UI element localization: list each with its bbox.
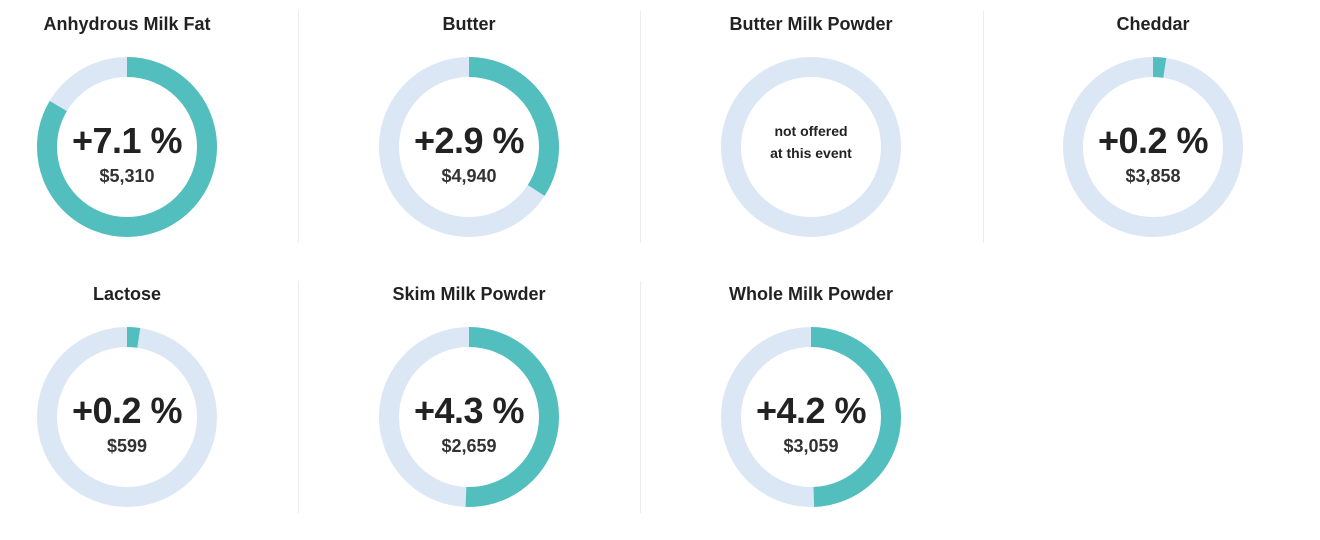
column-divider: [298, 281, 299, 513]
product-card: Cheddar +0.2 % $3,858: [982, 0, 1320, 270]
price-label: $4,940: [441, 166, 497, 186]
product-card: Skim Milk Powder +4.3 % $2,659: [298, 270, 640, 540]
product-title: Cheddar: [1116, 14, 1190, 34]
product-title: Whole Milk Powder: [728, 284, 893, 304]
price-label: $5,310: [99, 166, 155, 186]
product-card: Butter +2.9 % $4,940: [298, 0, 640, 270]
price-label: $599: [106, 436, 148, 456]
donut-value-arc: [379, 327, 559, 507]
donut-chart: [379, 327, 559, 507]
donut-value-arc: [379, 57, 559, 237]
price-label: $2,659: [441, 436, 497, 456]
donut-value-arc: [37, 57, 217, 237]
product-title: Anhydrous Milk Fat: [43, 14, 211, 34]
donut-value-arc: [1063, 57, 1243, 237]
percent-change-label: +0.2 %: [1097, 120, 1209, 161]
column-divider: [640, 281, 641, 513]
product-card: Lactose +0.2 % $599: [0, 270, 298, 540]
product-card: Butter Milk Powder not offered at this eve…: [640, 0, 982, 270]
column-divider: [640, 11, 641, 243]
donut-chart: [1063, 57, 1243, 237]
product-card: Whole Milk Powder +4.2 % $3,059: [640, 270, 982, 540]
price-label: $3,059: [783, 436, 839, 456]
price-label: $3,858: [1125, 166, 1181, 186]
column-divider: [298, 11, 299, 243]
note-line: not offered: [774, 123, 848, 139]
column-divider: [983, 11, 984, 243]
donut-chart: [721, 57, 901, 237]
percent-change-label: +4.2 %: [755, 390, 867, 431]
product-title: Butter: [442, 14, 496, 34]
product-title: Lactose: [92, 284, 162, 304]
donut-chart: [37, 57, 217, 237]
donut-chart: [379, 57, 559, 237]
percent-change-label: +4.3 %: [413, 390, 525, 431]
product-title: Skim Milk Powder: [392, 284, 546, 304]
donut-track: [721, 57, 901, 237]
product-card: Anhydrous Milk Fat +7.1 % $5,310: [0, 0, 298, 270]
donut-value-arc: [721, 327, 901, 507]
note-line: at this event: [770, 145, 852, 161]
donut-value-arc: [37, 327, 217, 507]
donut-chart: [37, 327, 217, 507]
percent-change-label: +7.1 %: [71, 120, 183, 161]
percent-change-label: +0.2 %: [71, 390, 183, 431]
product-title: Butter Milk Powder: [729, 14, 893, 34]
donut-chart: [721, 327, 901, 507]
percent-change-label: +2.9 %: [413, 120, 525, 161]
not-offered-note: not offered at this event: [684, 120, 938, 164]
